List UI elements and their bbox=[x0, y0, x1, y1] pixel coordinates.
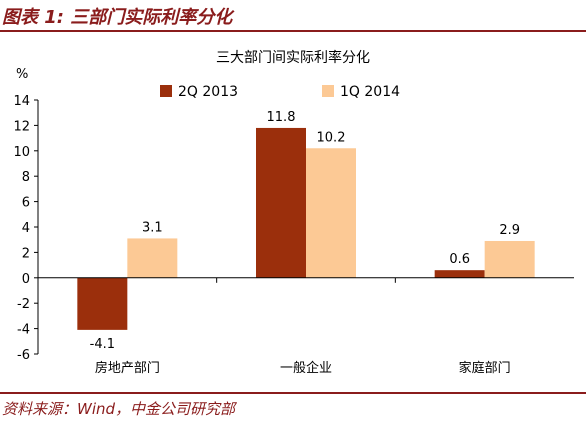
y-tick-label: -2 bbox=[17, 297, 30, 312]
y-axis-unit: % bbox=[16, 67, 28, 82]
y-tick-label: -4 bbox=[17, 323, 30, 338]
figure-title: 图表 1: 三部门实际利率分化 bbox=[2, 7, 233, 28]
bar bbox=[484, 240, 535, 278]
x-tick-label: 一般企业 bbox=[280, 360, 332, 376]
data-label: 2.9 bbox=[499, 223, 520, 238]
legend-label: 1Q 2014 bbox=[340, 84, 400, 100]
y-tick-label: 0 bbox=[22, 272, 30, 287]
y-tick-label: 12 bbox=[13, 119, 30, 134]
bar bbox=[306, 148, 356, 278]
data-label: 0.6 bbox=[449, 252, 470, 267]
bar bbox=[77, 277, 128, 330]
figure-header: 图表 1: 三部门实际利率分化 bbox=[0, 0, 586, 30]
data-label: 10.2 bbox=[317, 130, 346, 145]
y-tick-label: 10 bbox=[13, 145, 30, 160]
y-tick-label: 14 bbox=[13, 94, 30, 109]
legend-swatch bbox=[160, 85, 172, 97]
y-tick-label: 8 bbox=[22, 170, 30, 185]
bar bbox=[434, 270, 485, 278]
source-note: 资料来源：Wind，中金公司研究部 bbox=[2, 400, 236, 418]
legend: 2Q 2013 1Q 2014 bbox=[160, 84, 400, 100]
y-tick-label: -6 bbox=[17, 348, 30, 363]
x-axis: 房地产部门 一般企业 家庭部门 bbox=[38, 277, 574, 376]
y-axis: -6 -4 -2 0 2 4 6 8 10 12 14 bbox=[13, 94, 39, 363]
y-tick-label: 2 bbox=[22, 246, 30, 261]
chart-title: 三大部门间实际利率分化 bbox=[216, 49, 370, 66]
data-label: 11.8 bbox=[267, 110, 296, 125]
y-tick-label: 4 bbox=[22, 221, 30, 236]
bar bbox=[256, 127, 306, 278]
data-label: -4.1 bbox=[90, 337, 115, 352]
data-label: 3.1 bbox=[142, 220, 163, 235]
legend-label: 2Q 2013 bbox=[178, 84, 238, 100]
x-tick-label: 房地产部门 bbox=[95, 360, 160, 376]
footer-rule bbox=[0, 392, 586, 394]
bars: -4.1 3.1 11.8 10.2 0.6 2.9 bbox=[77, 110, 535, 352]
legend-swatch bbox=[322, 85, 334, 97]
bar-chart: 三大部门间实际利率分化 % 2Q 2013 1Q 2014 -6 -4 -2 0 2 4 6 8… bbox=[13, 49, 574, 376]
bar bbox=[127, 238, 178, 278]
header-rule bbox=[0, 30, 586, 32]
y-tick-label: 6 bbox=[22, 196, 30, 211]
x-tick-label: 家庭部门 bbox=[459, 360, 511, 376]
